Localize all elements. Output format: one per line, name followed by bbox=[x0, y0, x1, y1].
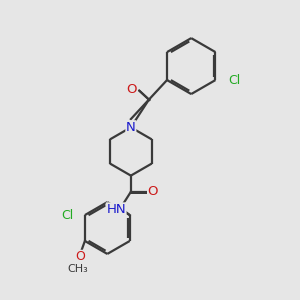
Text: HN: HN bbox=[106, 203, 126, 216]
Text: Cl: Cl bbox=[229, 74, 241, 87]
Text: O: O bbox=[127, 82, 137, 96]
Text: CH₃: CH₃ bbox=[67, 264, 88, 274]
Text: O: O bbox=[148, 185, 158, 198]
Text: O: O bbox=[76, 250, 85, 263]
Text: Cl: Cl bbox=[61, 208, 74, 222]
Text: N: N bbox=[126, 121, 136, 134]
